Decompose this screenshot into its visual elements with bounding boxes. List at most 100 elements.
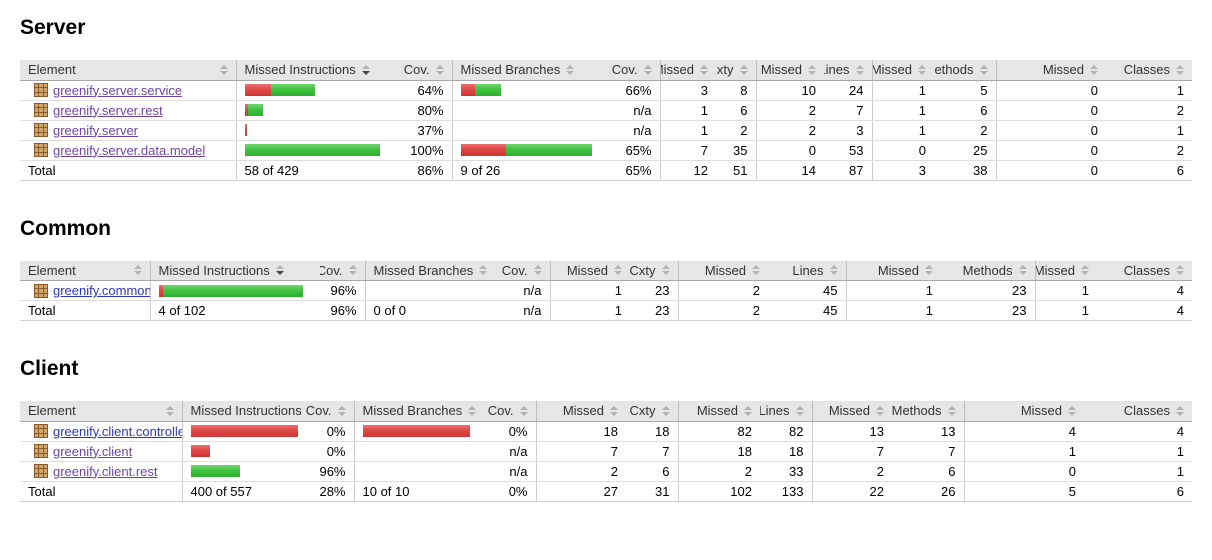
missed-cxty-value: 7 [659, 140, 716, 161]
col-header-classes[interactable]: Classes [1097, 260, 1192, 281]
col-header-branch-cov[interactable]: Cov. [604, 60, 660, 81]
col-header-element[interactable]: Element [20, 401, 182, 422]
branch-coverage-value: 66% [604, 80, 660, 101]
sort-icon [744, 405, 752, 416]
col-header-missed-branches[interactable]: Missed Branches [353, 401, 478, 422]
package-link[interactable]: greenify.server.rest [53, 102, 163, 118]
col-header-methods[interactable]: Methods [934, 60, 996, 81]
package-icon [34, 424, 48, 438]
sort-icon [918, 64, 926, 75]
col-header-missed-branches[interactable]: Missed Branches [451, 60, 604, 81]
col-header-branch-cov[interactable]: Cov. [478, 401, 536, 422]
instruction-coverage-value: 0% [306, 441, 354, 462]
instruction-coverage-value: 80% [388, 100, 452, 121]
col-header-missed-methods[interactable]: Missed [871, 60, 934, 81]
missed-methods-value: 1 [871, 100, 934, 121]
sort-icon [533, 265, 542, 276]
sort-icon [855, 64, 864, 75]
col-header-missed-lines[interactable]: Missed [677, 401, 760, 422]
lines-value: 33 [760, 461, 812, 482]
package-link[interactable]: greenify.client [53, 443, 133, 459]
package-icon [34, 283, 48, 298]
col-header-missed-methods[interactable]: Missed [811, 401, 892, 422]
instruction-coverage-bar [190, 425, 298, 437]
col-header-classes[interactable]: Classes [1084, 401, 1192, 422]
section-heading: Common [20, 216, 111, 240]
col-header-missed-methods[interactable]: Missed [845, 260, 941, 281]
lines-value: 82 [760, 421, 812, 442]
col-header-missed-classes[interactable]: Missed [1034, 260, 1097, 281]
coverage-table-server: Element Missed Instructions Cov. Missed … [20, 60, 1192, 181]
col-header-missed-lines[interactable]: Missed [677, 260, 768, 281]
col-header-cxty[interactable]: Cxty [716, 60, 756, 81]
col-header-methods[interactable]: Methods [941, 260, 1035, 281]
sort-icon [1068, 405, 1076, 416]
instruction-coverage-bar [244, 124, 248, 136]
missed-methods-value: 1 [871, 120, 934, 141]
col-header-lines[interactable]: Lines [824, 60, 872, 81]
col-header-lines[interactable]: Lines [760, 401, 812, 422]
total-missed-classes: 1 [1034, 300, 1097, 321]
missed-branches-bar-cell [451, 140, 604, 161]
col-header-missed-classes[interactable]: Missed [963, 401, 1084, 422]
col-header-cxty[interactable]: Cxty [626, 401, 678, 422]
col-header-missed-instructions[interactable]: Missed Instructions [149, 260, 320, 281]
col-header-methods[interactable]: Methods [892, 401, 964, 422]
sort-icon [947, 405, 956, 416]
col-header-cxty[interactable]: Cxty [630, 260, 678, 281]
col-header-missed-branches[interactable]: Missed Branches [364, 260, 500, 281]
total-missed-lines: 2 [677, 300, 768, 321]
package-link[interactable]: greenify.server.data.model [53, 142, 206, 158]
total-classes: 6 [1106, 159, 1192, 181]
section-server: Server Element Missed Instructions Cov. … [20, 16, 1192, 181]
package-link[interactable]: greenify.client.rest [53, 463, 158, 479]
table-row: greenify.client.rest 96% n/a 2 6 2 33 2 … [20, 461, 1192, 482]
col-header-instruction-cov[interactable]: Cov. [388, 60, 452, 81]
total-classes: 4 [1097, 300, 1192, 321]
total-cxty: 31 [626, 480, 678, 502]
total-label: Total [20, 480, 182, 502]
col-header-missed-cxty[interactable]: Missed [659, 60, 716, 81]
col-header-branch-cov[interactable]: Cov. [500, 260, 550, 281]
table-row: greenify.client.controller 0% 0% 18 18 8… [20, 421, 1192, 442]
sort-icon [795, 405, 804, 416]
instruction-coverage-bar [244, 84, 315, 96]
col-header-instruction-cov[interactable]: Cov. [320, 260, 365, 281]
sort-icon [752, 265, 760, 276]
package-link[interactable]: greenify.client.controller [53, 423, 182, 439]
instruction-coverage-bar [244, 104, 264, 116]
branch-coverage-value: 65% [604, 140, 660, 161]
total-missed-instructions: 400 of 557 [181, 480, 306, 502]
classes-value: 1 [1084, 441, 1192, 462]
total-missed-lines: 102 [677, 480, 760, 502]
element-cell: greenify.server.rest [20, 100, 236, 121]
cxty-value: 2 [716, 120, 756, 141]
classes-value: 1 [1084, 461, 1192, 482]
instruction-coverage-bar [158, 284, 303, 297]
col-header-element[interactable]: Element [20, 260, 150, 281]
col-header-missed-instructions[interactable]: Missed Instructions [235, 60, 388, 81]
col-header-missed-instructions[interactable]: Missed Instructions [181, 401, 306, 422]
branch-coverage-value: n/a [478, 441, 536, 462]
missed-instructions-bar-cell [149, 280, 320, 301]
col-header-lines[interactable]: Lines [768, 260, 846, 281]
missed-instructions-bar-cell [181, 461, 306, 482]
missed-classes-value: 1 [963, 441, 1084, 462]
package-link[interactable]: greenify.server [53, 122, 139, 138]
missed-instructions-bar-cell [235, 80, 388, 101]
classes-value: 1 [1106, 80, 1192, 101]
total-instruction-cov: 86% [388, 159, 452, 181]
branch-coverage-bar [362, 425, 470, 437]
col-header-instruction-cov[interactable]: Cov. [306, 401, 354, 422]
package-link[interactable]: greenify.server.service [53, 82, 183, 98]
col-header-classes[interactable]: Classes [1106, 60, 1192, 81]
col-header-missed-cxty[interactable]: Missed [549, 260, 630, 281]
col-header-element[interactable]: Element [20, 60, 236, 81]
col-header-missed-lines[interactable]: Missed [755, 60, 824, 81]
sort-icon-active [275, 265, 284, 276]
package-link[interactable]: greenify.common [53, 283, 150, 298]
lines-value: 24 [824, 80, 872, 101]
col-header-missed-cxty[interactable]: Missed [535, 401, 626, 422]
total-instruction-cov: 28% [306, 480, 354, 502]
col-header-missed-classes[interactable]: Missed [995, 60, 1106, 81]
